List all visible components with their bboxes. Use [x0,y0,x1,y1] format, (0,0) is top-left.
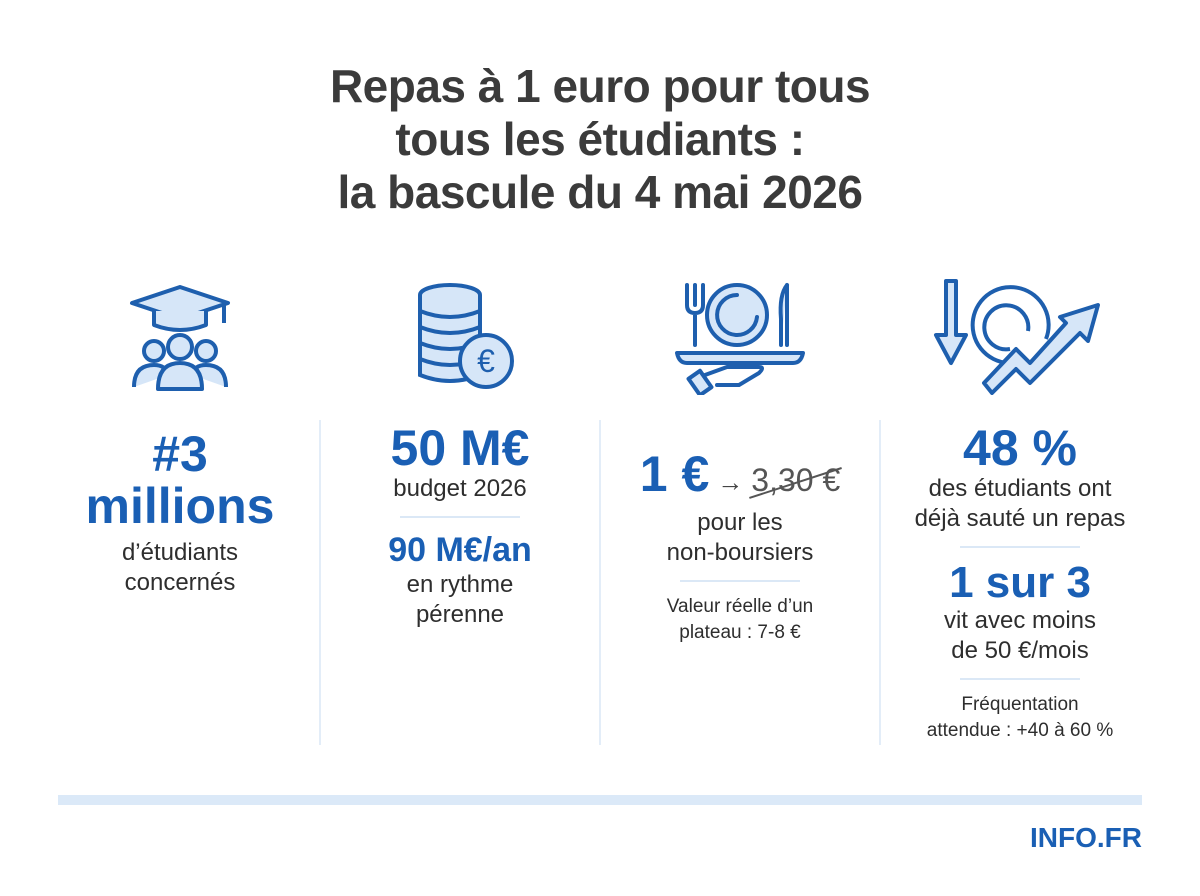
title-line: Repas à 1 euro pour tous [329,60,871,112]
stat-label: budget 2026 [393,475,527,502]
graduation-students-icon [40,270,320,400]
title-line: tous les étudiants : [395,113,805,165]
divider [599,420,601,745]
stat-price: 1 € → 3,30 € pour les non-boursiers Vale… [600,270,880,646]
stat-label: en rythme [406,571,514,598]
stat-label: vit avec moins [943,607,1097,634]
footer-bar [58,795,1142,805]
arrow-right-icon: → [717,467,744,497]
separator [960,678,1080,680]
stat-value: #3 [152,426,208,482]
euro-coins-icon: € [320,270,600,400]
stat-value: 50 M€ [390,420,530,476]
separator [680,580,800,582]
stat-value: 1 € [639,446,710,502]
logo: INFO.FR [1030,822,1142,853]
stat-value: 48 % [963,420,1077,476]
separator [960,546,1080,548]
separator [400,516,520,518]
stat-label: de 50 €/mois [951,637,1089,664]
page-title: Repas à 1 euro pour tous tous les étudia… [0,60,1200,219]
stat-skipped-meals: 48 % des étudiants ont déjà sauté un rep… [880,270,1160,744]
stat-label: d’étudiants [121,539,239,566]
stat-value: 1 sur 3 [949,558,1091,607]
stat-value: 90 M€/an [388,531,532,569]
divider [319,420,321,745]
divider [879,420,881,745]
old-price: 3,30 € [751,462,841,498]
note: Fréquentation [961,694,1079,715]
plate-trend-icon [880,270,1160,400]
stat-students: #3 millions d’étudiants concernés [40,270,320,598]
stat-label: pour les [697,509,783,536]
stat-budget: € 50 M€ budget 2026 90 M€/an en rythme p… [320,270,600,630]
title-line: la bascule du 4 mai 2026 [337,166,863,218]
stat-label: des étudiants ont [928,475,1112,502]
note: attendue : +40 à 60 % [926,720,1114,741]
note: Valeur réelle d’un [666,596,814,617]
stat-value: millions [85,478,275,534]
stat-label: non-boursiers [666,539,814,566]
stat-label: déjà sauté un repas [914,505,1126,532]
served-plate-icon [600,270,880,400]
note: plateau : 7-8 € [679,622,801,643]
svg-text:€: € [477,343,495,379]
stat-label: concernés [124,569,236,596]
stat-label: pérenne [415,601,505,628]
